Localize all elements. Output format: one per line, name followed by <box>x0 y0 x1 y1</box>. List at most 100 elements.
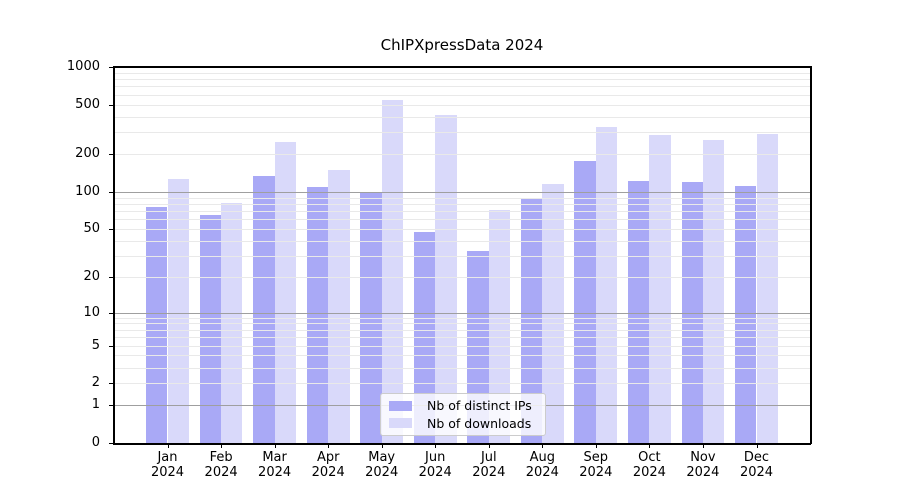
minor-gridline <box>114 197 810 199</box>
y-tick <box>109 312 113 314</box>
bar-ips-mar <box>253 176 275 443</box>
y-tick-label: 500 <box>75 96 100 112</box>
month-label: Jan <box>157 450 178 465</box>
y-tick-label: 100 <box>75 183 100 199</box>
year-label: 2024 <box>311 465 345 480</box>
minor-gridline <box>114 104 810 106</box>
bottom-spine <box>113 443 811 445</box>
minor-gridline <box>114 323 810 325</box>
year-label: 2024 <box>258 465 292 480</box>
minor-gridline <box>114 116 810 118</box>
x-tick-label-jun: Jun 2024 <box>403 450 467 480</box>
chart-title: ChIPXpressData 2024 <box>380 36 544 54</box>
minor-gridline <box>114 211 810 212</box>
x-tick <box>756 444 758 448</box>
bar-downloads-jan <box>167 178 189 443</box>
minor-gridline <box>114 345 810 347</box>
bar-downloads-oct <box>649 135 671 443</box>
x-tick <box>381 444 383 448</box>
y-tick-label: 0 <box>91 435 100 450</box>
minor-gridline <box>114 337 810 339</box>
bar-ips-oct <box>628 180 650 443</box>
y-tick <box>109 229 113 230</box>
year-label: 2024 <box>632 465 666 480</box>
month-label: Sep <box>583 450 609 465</box>
x-tick-label-jul: Jul 2024 <box>457 450 521 480</box>
legend-swatch-ips-icon <box>389 400 412 411</box>
x-tick <box>488 444 490 448</box>
month-label: Oct <box>638 450 661 465</box>
bar-downloads-jun <box>435 115 457 443</box>
x-tick <box>542 444 544 448</box>
minor-gridline <box>114 72 810 74</box>
x-tick <box>649 444 651 448</box>
bar-ips-aug <box>520 198 543 443</box>
year-label: 2024 <box>472 465 506 480</box>
x-tick <box>328 444 330 448</box>
bar-ips-feb <box>199 215 222 443</box>
x-tick <box>167 444 169 448</box>
y-tick <box>109 277 113 279</box>
x-tick <box>274 444 276 448</box>
y-tick-label: 1000 <box>66 59 100 74</box>
x-tick <box>702 444 704 448</box>
y-tick <box>109 154 113 156</box>
y-tick <box>109 345 113 347</box>
month-label: Feb <box>209 450 233 465</box>
right-spine <box>810 66 812 444</box>
year-label: 2024 <box>365 465 399 480</box>
minor-gridline <box>114 203 810 205</box>
y-tick <box>109 405 113 407</box>
x-tick-label-may: May 2024 <box>350 450 414 480</box>
bar-ips-sep <box>574 160 596 443</box>
y-tick <box>109 383 113 385</box>
y-tick-label: 5 <box>91 337 100 353</box>
year-label: 2024 <box>739 465 774 480</box>
y-tick <box>109 443 113 444</box>
y-tick-label: 20 <box>83 269 100 285</box>
grid-layer <box>114 67 810 443</box>
y-tick-label: 50 <box>83 221 100 236</box>
x-tick <box>221 444 223 448</box>
year-label: 2024 <box>579 465 613 480</box>
legend-label-ips: Nb of distinct IPs <box>427 398 532 414</box>
legend-swatch-downloads-icon <box>389 418 412 429</box>
y-tick <box>109 104 113 106</box>
month-label: Mar <box>262 450 287 465</box>
left-spine <box>113 66 115 444</box>
x-tick-label-oct: Oct 2024 <box>617 450 681 480</box>
x-tick-label-aug: Aug 2024 <box>510 450 574 480</box>
minor-gridline <box>114 355 810 357</box>
minor-gridline <box>114 329 810 331</box>
bar-downloads-nov <box>702 140 725 443</box>
minor-gridline <box>114 86 810 88</box>
minor-gridline <box>114 383 810 385</box>
y-tick-label: 10 <box>83 304 100 320</box>
minor-gridline <box>114 229 810 230</box>
bar-ips-may <box>360 191 382 443</box>
minor-gridline <box>114 219 810 221</box>
month-label: Apr <box>316 450 340 465</box>
y-tick-label: 200 <box>75 146 100 162</box>
major-gridline <box>114 312 810 314</box>
top-spine <box>113 66 811 68</box>
minor-gridline <box>114 94 810 96</box>
year-label: 2024 <box>525 465 559 480</box>
bar-ips-apr <box>306 187 329 443</box>
x-tick-label-apr: Apr 2024 <box>296 450 360 480</box>
month-label: Jun <box>425 450 446 465</box>
y-tick-label: 2 <box>91 375 100 391</box>
x-tick <box>435 444 437 448</box>
month-label: Dec <box>743 450 770 465</box>
year-label: 2024 <box>686 465 720 480</box>
minor-gridline <box>114 240 810 242</box>
x-tick-label-dec: Dec 2024 <box>725 450 789 480</box>
y-tick-label: 1 <box>91 397 100 413</box>
plot-area <box>114 67 810 443</box>
minor-gridline <box>114 277 810 279</box>
minor-gridline <box>114 317 810 319</box>
bar-downloads-jul <box>488 209 511 443</box>
month-label: Nov <box>690 450 716 465</box>
legend: Nb of distinct IPs Nb of downloads <box>380 393 546 436</box>
